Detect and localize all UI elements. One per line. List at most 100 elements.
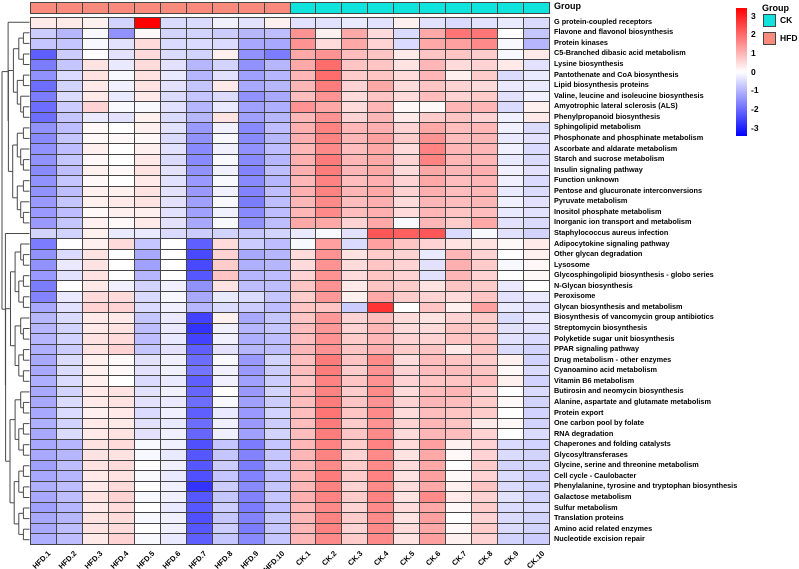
heatmap-cell [186, 429, 212, 439]
heatmap-cell [134, 123, 160, 133]
heatmap-cell [394, 18, 420, 28]
heatmap-cell [56, 260, 82, 270]
heatmap-cell [212, 60, 238, 70]
heatmap-cell [472, 334, 498, 344]
heatmap-cell [498, 197, 524, 207]
heatmap-cell [238, 155, 264, 165]
heatmap-cell [82, 144, 108, 155]
heatmap-cell [368, 344, 394, 355]
heatmap-cell [238, 123, 264, 133]
heatmap-cell [342, 81, 368, 91]
heatmap-cell [498, 49, 524, 60]
heatmap-cell [472, 155, 498, 165]
heatmap-cell [264, 439, 290, 450]
heatmap-cell [342, 313, 368, 323]
heatmap-cell [498, 439, 524, 450]
heatmap-cell [368, 18, 394, 28]
heatmap-cell [446, 481, 472, 492]
heatmap-cell [238, 418, 264, 429]
heatmap-cell [342, 355, 368, 365]
heatmap-cell [264, 260, 290, 270]
heatmap-cell [316, 471, 342, 481]
heatmap-cell [82, 397, 108, 407]
heatmap-cell [498, 207, 524, 218]
heatmap-cell [186, 155, 212, 165]
heatmap-cell [524, 60, 549, 70]
row-label: Amino acid related enzymes [554, 523, 653, 533]
heatmap-cell [524, 239, 549, 249]
heatmap-cell [394, 155, 420, 165]
heatmap-cell [160, 502, 186, 513]
heatmap-cell [316, 249, 342, 260]
heatmap-cell [82, 471, 108, 481]
heatmap-cell [368, 28, 394, 39]
heatmap-cell [290, 112, 316, 123]
heatmap-cell [420, 270, 446, 281]
heatmap-cell [524, 249, 549, 260]
heatmap-cell [186, 281, 212, 292]
heatmap-cell [394, 481, 420, 492]
heatmap-cell [82, 28, 108, 39]
heatmap-cell [498, 60, 524, 70]
heatmap-cell [420, 471, 446, 481]
heatmap-cell [446, 407, 472, 418]
legend-label-HFD: HFD [780, 33, 798, 43]
heatmap-cell [524, 281, 549, 292]
heatmap-cell [134, 523, 160, 534]
heatmap-cell [186, 397, 212, 407]
heatmap-cell [290, 365, 316, 376]
heatmap-cell [108, 176, 134, 186]
group-legend-title: Group [762, 3, 789, 13]
heatmap-cell [290, 281, 316, 292]
heatmap-cell [212, 28, 238, 39]
heatmap-cell [160, 102, 186, 112]
heatmap-cell [290, 460, 316, 471]
heatmap-cell [420, 133, 446, 144]
heatmap-cell [290, 313, 316, 323]
heatmap-cell [31, 450, 56, 460]
heatmap-cell [342, 376, 368, 386]
heatmap-cell [420, 91, 446, 102]
heatmap-cell [82, 365, 108, 376]
heatmap-cell [56, 239, 82, 249]
heatmap-cell [82, 513, 108, 523]
heatmap-cell [212, 123, 238, 133]
heatmap-cell [160, 81, 186, 91]
heatmap-cell [524, 176, 549, 186]
heatmap-cell [420, 418, 446, 429]
heatmap-cell [342, 323, 368, 334]
heatmap-cell [342, 70, 368, 81]
heatmap-cell [290, 534, 316, 544]
heatmap-cell [472, 270, 498, 281]
heatmap-cell [238, 386, 264, 397]
heatmap-cell [524, 218, 549, 228]
heatmap-cell [446, 418, 472, 429]
heatmap-cell [498, 313, 524, 323]
heatmap-cell [134, 355, 160, 365]
heatmap-cell [342, 460, 368, 471]
heatmap-cell [134, 70, 160, 81]
heatmap-cell [56, 534, 82, 544]
heatmap-cell [342, 186, 368, 197]
heatmap-cell [31, 323, 56, 334]
row-label: Protein kinases [554, 37, 608, 47]
heatmap-cell [212, 450, 238, 460]
heatmap-cell [56, 450, 82, 460]
heatmap-cell [316, 239, 342, 249]
heatmap-cell [108, 155, 134, 165]
heatmap-cell [342, 502, 368, 513]
heatmap-cell [472, 228, 498, 239]
heatmap-cell [368, 81, 394, 91]
heatmap-cell [186, 418, 212, 429]
heatmap-cell [446, 239, 472, 249]
heatmap-cell [186, 481, 212, 492]
heatmap-cell [160, 460, 186, 471]
heatmap-cell [524, 39, 549, 49]
heatmap-cell [290, 323, 316, 334]
heatmap-cell [316, 28, 342, 39]
annotation-cell-HFD.10 [264, 3, 290, 13]
heatmap-cell [56, 292, 82, 302]
heatmap-cell [290, 218, 316, 228]
heatmap-cell [82, 355, 108, 365]
heatmap-cell [368, 228, 394, 239]
